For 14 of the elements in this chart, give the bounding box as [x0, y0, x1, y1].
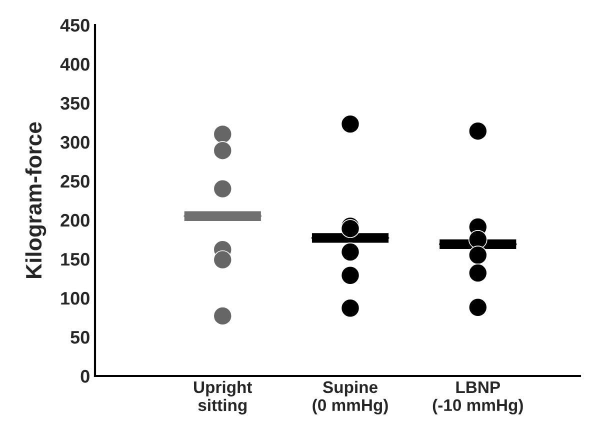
y-tick-label: 200 — [60, 214, 90, 227]
y-tick-label: 400 — [60, 58, 90, 71]
y-tick-label: 450 — [60, 18, 90, 32]
y-tick-label: 350 — [60, 96, 90, 110]
y-tick-label: 300 — [60, 136, 90, 149]
y-tick-label: 150 — [61, 252, 90, 266]
y-tick-label: 250 — [60, 174, 90, 188]
x-tick-label: LBNP (-10 mmHg) — [432, 381, 523, 414]
y-tick-label: 50 — [70, 330, 90, 344]
x-tick-label: Supine (0 mmHg) — [312, 380, 388, 414]
y-axis-title: Kilogram-force — [25, 122, 46, 278]
y-tick-label: 0 — [80, 370, 90, 383]
y-tick-label: 100 — [61, 292, 90, 305]
x-tick-label: Upright sitting — [194, 380, 252, 414]
